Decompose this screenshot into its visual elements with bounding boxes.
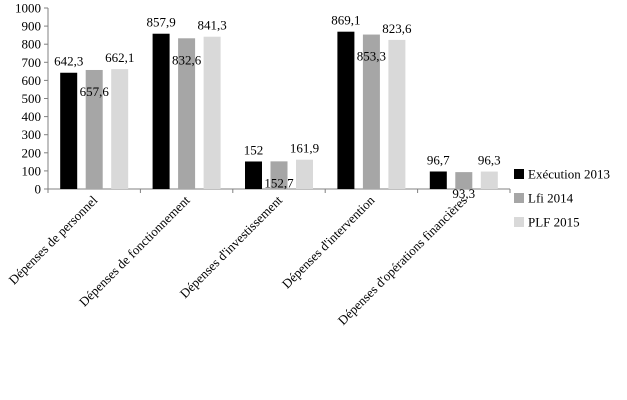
- data-label: 152,7: [264, 175, 294, 190]
- data-label: 161,9: [290, 141, 319, 156]
- bar: [270, 161, 288, 189]
- legend-swatch: [514, 217, 524, 227]
- bar: [362, 34, 380, 189]
- y-tick-label: 0: [35, 182, 42, 197]
- legend: Exécution 2013 Lfi 2014 PLF 2015: [514, 167, 610, 230]
- y-tick-label: 400: [22, 109, 42, 124]
- legend-label: Lfi 2014: [528, 191, 574, 206]
- category-label: Dépenses d'investissement: [177, 192, 286, 301]
- data-labels: 642,3 657,6 662,1 857,9 832,6 841,3 152 152,7 16…: [54, 13, 501, 201]
- bars: [60, 31, 498, 190]
- data-label: 823,6: [382, 21, 412, 36]
- legend-label: PLF 2015: [528, 215, 580, 230]
- category-label: Dépenses d'intervention: [279, 192, 378, 291]
- bar: [245, 161, 262, 189]
- bar: [296, 159, 313, 189]
- y-tick-label: 600: [22, 73, 42, 88]
- data-label: 841,3: [197, 18, 226, 33]
- data-label: 96,7: [427, 152, 450, 167]
- data-label: 96,3: [478, 153, 501, 168]
- y-tick-label: 500: [22, 91, 42, 106]
- y-tick-label: 200: [22, 145, 42, 160]
- y-tick-label: 1000: [15, 1, 41, 16]
- y-tick-label: 300: [22, 127, 42, 142]
- bar: [388, 39, 406, 189]
- data-label: 93,3: [452, 186, 475, 201]
- data-label: 869,1: [331, 13, 360, 28]
- y-tick-label: 800: [22, 37, 42, 52]
- data-label: 657,6: [80, 84, 110, 99]
- bar: [203, 36, 221, 189]
- bar: [429, 171, 447, 189]
- data-label: 662,1: [105, 50, 134, 65]
- bar: [337, 31, 355, 189]
- y-tick-label: 700: [22, 55, 42, 70]
- bar: [111, 69, 129, 189]
- bar: [60, 72, 78, 189]
- bar: [178, 38, 196, 189]
- bar: [480, 171, 498, 189]
- bar: [152, 33, 170, 190]
- category-label: Dépenses de personnel: [5, 192, 100, 287]
- bar: [455, 172, 473, 189]
- legend-swatch: [514, 193, 524, 203]
- data-label: 857,9: [146, 15, 175, 30]
- y-tick-label: 900: [22, 19, 42, 34]
- legend-swatch: [514, 169, 524, 179]
- legend-label: Exécution 2013: [528, 167, 610, 182]
- data-label: 642,3: [54, 54, 83, 69]
- bar: [85, 69, 103, 189]
- data-label: 152: [244, 142, 264, 157]
- data-label: 853,3: [357, 49, 386, 64]
- y-tick-label: 100: [22, 163, 42, 178]
- data-label: 832,6: [172, 52, 202, 67]
